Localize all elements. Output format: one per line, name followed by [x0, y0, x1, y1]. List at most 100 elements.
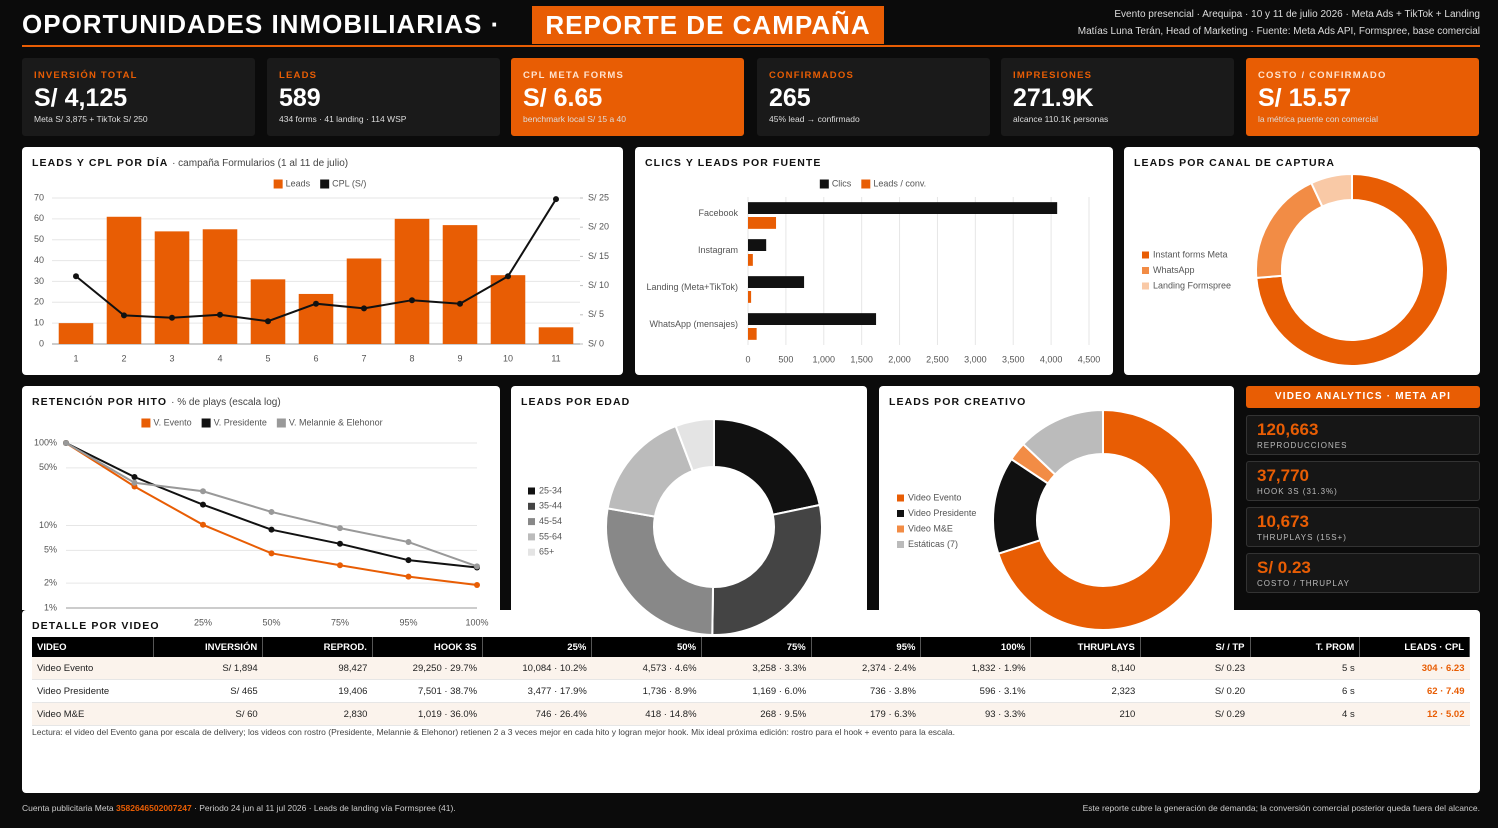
donut-slice — [1021, 408, 1104, 476]
table-cell: Video Presidente — [32, 679, 153, 703]
kpi-note: Meta S/ 3,875 + TikTok S/ 250 — [34, 114, 148, 124]
y-tick-label: 10 — [34, 318, 44, 328]
legend-swatch — [528, 487, 535, 495]
table-cell: 1,832 · 1.9% — [920, 657, 1031, 680]
kpi-note: 45% lead → confirmado — [769, 114, 860, 124]
video-metric-label: REPRODUCCIONES — [1257, 441, 1348, 450]
video-metric-value: 37,770 — [1257, 466, 1309, 485]
bar — [748, 276, 805, 288]
table-cell: 2,830 — [262, 702, 373, 726]
x-tick-label: 3,000 — [964, 354, 987, 364]
table-cell: 29,250 · 29.7% — [372, 657, 483, 680]
x-tick-label: 0 — [745, 354, 750, 364]
bar — [748, 313, 877, 325]
chart-header: LEADS POR EDAD — [521, 396, 630, 408]
chart: 0 10 20 30 40 50 60 70 S/ 0 S/ 5 S/ 10 S/ 15 S/ 20 S/… — [34, 178, 609, 363]
y-tick-label: 20 — [34, 297, 44, 307]
legend-swatch — [1142, 282, 1149, 290]
table-cell: Video Evento — [32, 657, 153, 680]
legend-swatch — [819, 179, 829, 189]
line-point — [337, 562, 343, 569]
chart-header: LEADS Y CPL POR DÍA · campaña Formulario… — [32, 157, 348, 169]
column-header: HOOK 3S — [372, 637, 483, 657]
bar — [58, 323, 94, 344]
bar — [106, 216, 142, 344]
legend-label: Instant forms Meta — [1153, 249, 1228, 259]
line-point — [268, 526, 275, 533]
line-point — [457, 300, 463, 307]
table-cell: 5 s — [1250, 657, 1360, 680]
kpi-note: alcance 110.1K personas — [1013, 114, 1109, 124]
legend-label: Landing Formspree — [1153, 280, 1231, 290]
chart-header: LEADS POR CANAL DE CAPTURA — [1134, 157, 1335, 169]
video-metric-value: 10,673 — [1257, 512, 1309, 531]
y2-tick-label: S/ 5 — [588, 309, 604, 319]
video-metric-label: COSTO / THRUPLAY — [1257, 579, 1350, 588]
line-point — [405, 539, 412, 546]
kpi-value: S/ 4,125 — [34, 84, 128, 112]
column-header: REPROD. — [262, 637, 373, 657]
kpi-label: CPL META FORMS — [523, 70, 625, 81]
video-analytics: VIDEO ANALYTICS · META API 120,663 REPROD… — [1246, 386, 1480, 616]
line-point — [268, 550, 275, 557]
table-cell: 3,477 · 17.9% — [482, 679, 592, 703]
footer-right: Este reporte cubre la generación de dema… — [1082, 803, 1480, 813]
legend-swatch — [276, 418, 286, 428]
table-body: Video Evento S/ 1,894 98,427 29,250 · 29.7%… — [32, 657, 1470, 726]
legend-swatch — [1142, 267, 1149, 274]
y-tick-label: WhatsApp (mensajes) — [649, 319, 738, 329]
x-tick-label: 2 — [121, 353, 126, 363]
line-point — [131, 474, 138, 481]
x-tick-label: 500 — [778, 354, 793, 364]
bar — [748, 217, 777, 229]
bar — [490, 275, 526, 344]
line-point — [361, 305, 367, 312]
table-row: Video Evento S/ 1,894 98,427 29,250 · 29.7%… — [32, 657, 1470, 680]
report-badge: REPORTE DE CAMPAÑA — [532, 6, 884, 44]
donut-slice — [711, 503, 823, 636]
line-point — [121, 312, 127, 319]
table-cell: S/ 465 — [153, 679, 263, 703]
y-tick-label: Instagram — [698, 245, 738, 255]
video-metric-value: 120,663 — [1257, 420, 1319, 439]
table-title: DETALLE POR VIDEO — [32, 620, 160, 632]
chart-header: CLICS Y LEADS POR FUENTE — [645, 157, 822, 169]
y-tick-label: 1% — [44, 602, 57, 612]
chart-panel: LEADS POR CREATIVO Video Evento Video Pre… — [879, 386, 1234, 631]
kpi-label: INVERSIÓN TOTAL — [34, 70, 138, 81]
y2-tick-label: S/ 10 — [588, 280, 609, 290]
line-point — [200, 501, 206, 508]
footer-text: · Periodo 24 jun al 11 jul 2026 · Leads … — [194, 803, 456, 813]
line-point — [474, 582, 480, 589]
footer-left: Cuenta publicitaria Meta 358264650200724… — [22, 803, 456, 813]
x-tick-label: 75% — [331, 617, 349, 627]
chart-title: LEADS POR CREATIVO — [889, 396, 1027, 408]
line-point — [337, 540, 343, 547]
line-point — [405, 557, 412, 564]
y-tick-label: 0 — [39, 338, 44, 348]
table-row: Video Presidente S/ 465 19,406 7,501 · 38.7… — [32, 679, 1470, 703]
line-point — [169, 314, 175, 321]
kpi-card: INVERSIÓN TOTAL S/ 4,125 Meta S/ 3,875 + T… — [22, 58, 255, 136]
table-cell: 8,140 — [1030, 657, 1141, 680]
table-cell: S/ 0.20 — [1140, 679, 1251, 703]
y-tick-label: 60 — [34, 213, 44, 223]
legend-label: Leads / conv. — [873, 178, 926, 188]
bar — [748, 328, 757, 340]
table-cell: 3,258 · 3.3% — [701, 657, 812, 680]
kpi-value: S/ 6.65 — [523, 84, 603, 112]
table-cell: 6 s — [1250, 679, 1360, 703]
legend-swatch — [320, 179, 330, 189]
legend-label: Video Evento — [908, 492, 961, 502]
bar — [346, 258, 382, 344]
bar — [442, 225, 478, 344]
bar — [748, 239, 767, 251]
column-header: 75% — [701, 637, 812, 657]
kpi-label: LEADS — [279, 70, 318, 81]
line-point — [553, 196, 559, 203]
table-cell: S/ 0.23 — [1140, 657, 1251, 680]
legend-swatch — [861, 179, 871, 189]
column-header: INVERSIÓN — [153, 637, 264, 657]
legend-swatch — [273, 179, 283, 189]
table-cell: 418 · 14.8% — [591, 702, 702, 726]
